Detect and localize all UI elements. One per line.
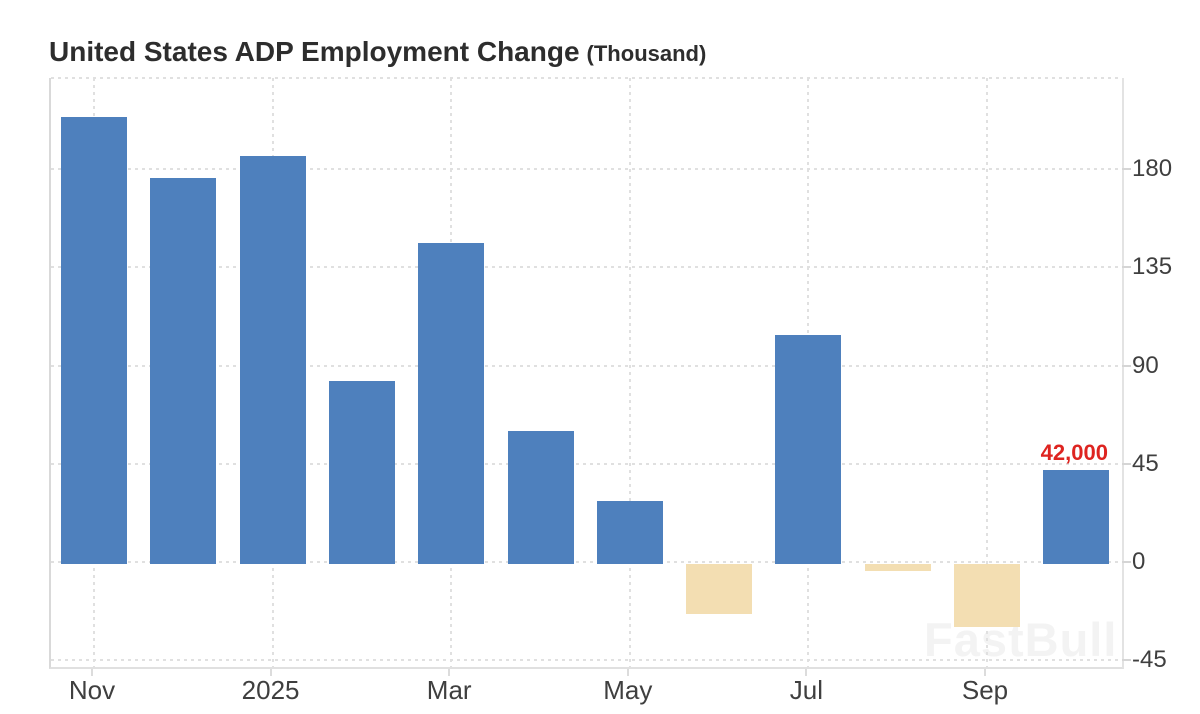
plot-area[interactable] [49, 77, 1124, 669]
y-axis-tick-label: 45 [1132, 449, 1159, 477]
gridline-horizontal [51, 561, 1122, 563]
y-axis-tick-label: -45 [1132, 646, 1167, 674]
x-axis-tick [626, 669, 629, 676]
x-axis-tick [448, 669, 451, 676]
y-axis-tick [1122, 561, 1131, 563]
y-axis-tick [1122, 659, 1131, 662]
gridline-horizontal [51, 659, 1122, 662]
bar[interactable] [596, 500, 663, 564]
gridline-horizontal [51, 77, 1122, 79]
bar[interactable] [239, 156, 306, 564]
x-axis-tick [805, 669, 808, 676]
bar[interactable] [775, 335, 842, 564]
bar[interactable] [507, 431, 574, 564]
y-axis-tick-label: 90 [1132, 351, 1159, 379]
bar[interactable] [954, 564, 1020, 628]
x-axis-tick [984, 669, 986, 676]
x-axis-tick-label: Nov [68, 675, 116, 705]
y-axis-tick-label: 135 [1132, 253, 1173, 281]
x-axis-tick [91, 669, 93, 676]
gridline-horizontal [51, 462, 1122, 465]
x-axis-tick-label: Jul [789, 675, 824, 705]
y-axis-tick [1122, 266, 1131, 269]
gridline-vertical [628, 78, 631, 667]
x-axis-tick [269, 669, 272, 676]
bar[interactable] [686, 564, 753, 615]
gridline-vertical [986, 78, 988, 667]
bar[interactable] [61, 116, 127, 564]
y-axis-tick-label: 0 [1132, 548, 1146, 575]
bar[interactable] [418, 243, 485, 564]
latest-value-label: 42,000 [1040, 440, 1108, 466]
gridline-horizontal [51, 266, 1122, 269]
y-axis-tick [1122, 462, 1131, 465]
bar[interactable] [328, 380, 395, 564]
x-axis-tick-label: Mar [426, 675, 472, 705]
y-axis-tick [1122, 168, 1131, 171]
x-axis-tick-label: Sep [961, 675, 1009, 705]
y-axis-tick-label: 180 [1132, 155, 1173, 183]
chart-title-unit: (Thousand) [586, 41, 707, 66]
x-axis-tick-label: May [603, 675, 653, 705]
bar[interactable] [150, 178, 217, 564]
x-axis-tick-label: 2025 [241, 675, 300, 705]
y-axis-tick [1122, 364, 1131, 367]
chart-title-text: United States ADP Employment Change [49, 36, 580, 67]
bar[interactable] [1043, 470, 1110, 564]
chart-title: United States ADP Employment Change (Thou… [49, 36, 706, 68]
gridline-horizontal [51, 168, 1122, 171]
bar[interactable] [864, 564, 931, 571]
gridline-horizontal [51, 364, 1122, 367]
